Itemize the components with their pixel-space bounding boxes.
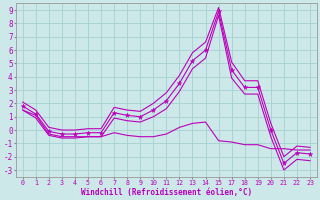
X-axis label: Windchill (Refroidissement éolien,°C): Windchill (Refroidissement éolien,°C) [81,188,252,197]
